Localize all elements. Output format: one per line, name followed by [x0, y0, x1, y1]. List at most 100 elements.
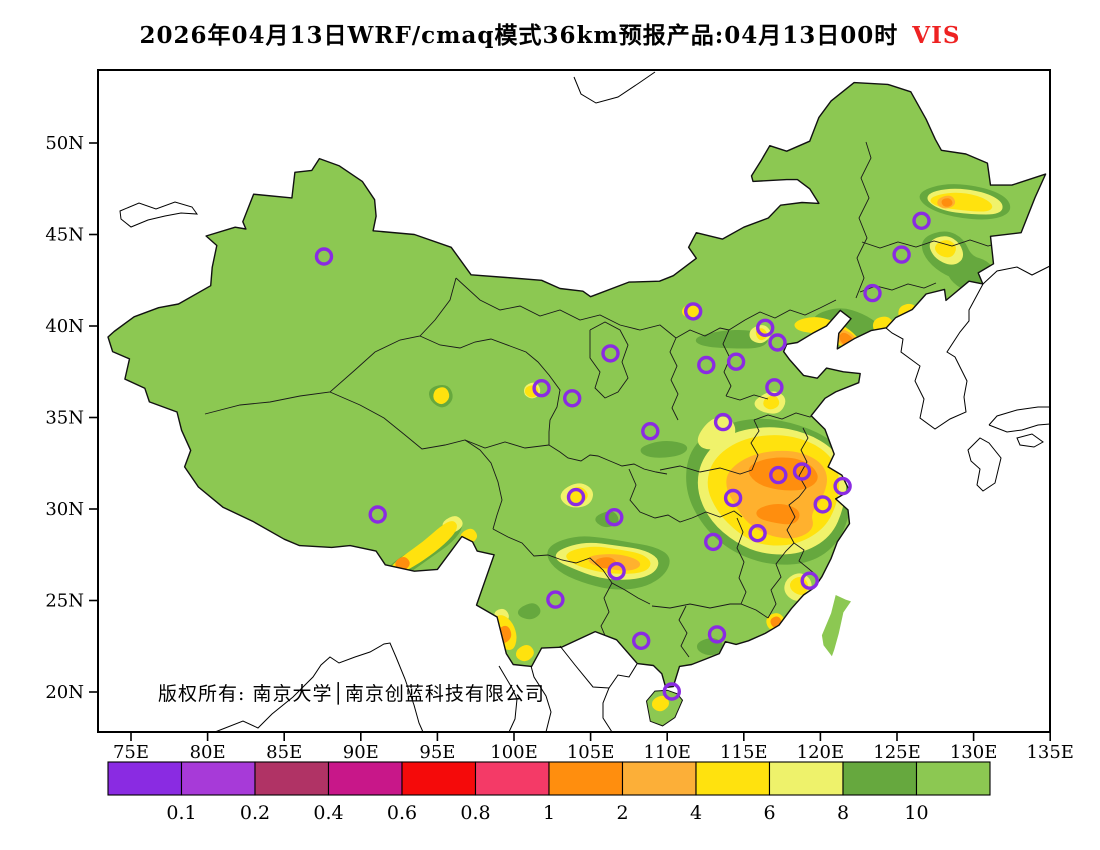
city-marker-yinchuan: [601, 344, 620, 363]
city-marker-urumqi: [314, 247, 334, 266]
colorbar-segment-0: [107, 761, 183, 796]
city-markers: [314, 211, 931, 701]
taiwan-island: [821, 595, 851, 657]
korea-coast-outline: [885, 283, 984, 430]
russia-coast-outline: [982, 265, 1051, 285]
lon-label-95E: 95E: [419, 742, 455, 763]
india-myanmar-coast-outline: [214, 642, 424, 733]
lat-label-50N: 50N: [45, 133, 84, 154]
city-marker-chongqing: [605, 508, 624, 527]
colorbar-label-1: 1: [543, 802, 555, 824]
contour-v4_6: [433, 387, 450, 405]
city-marker-chengdu: [566, 487, 586, 507]
colorbar-segment-10: [842, 761, 918, 796]
lon-label-120E: 120E: [797, 742, 845, 763]
city-marker-beijing: [756, 318, 775, 337]
lon-label-75E: 75E: [113, 742, 149, 763]
colorbar-label-0.4: 0.4: [313, 802, 343, 824]
japan-honshu-south-outline: [988, 423, 1051, 433]
colorbar-label-2: 2: [616, 802, 628, 824]
neighbor-coastlines: [119, 71, 1051, 733]
city-marker-guangzhou: [707, 625, 727, 644]
city-marker-xian: [641, 422, 660, 441]
city-marker-hefei: [769, 465, 788, 485]
colorbar-label-0.8: 0.8: [460, 802, 490, 824]
japan-kyushu-outline: [967, 437, 1002, 492]
copyright-text: 版权所有: 南京大学│南京创蓝科技有限公司: [158, 683, 545, 705]
contour-v1_2: [395, 557, 410, 571]
colorbar-segment-7: [621, 761, 697, 796]
colorbar-segment-3: [327, 761, 403, 796]
city-marker-fuzhou: [800, 571, 819, 590]
colorbar-segment-5: [474, 761, 550, 796]
vietnam-coast-outline: [602, 663, 638, 733]
colorbar-segment-11: [915, 761, 991, 796]
colorbar-segment-4: [401, 761, 477, 796]
city-marker-jinan: [765, 378, 784, 397]
lon-label-130E: 130E: [950, 742, 998, 763]
contour-v1_2: [748, 457, 818, 491]
city-marker-lanzhou: [563, 389, 582, 408]
city-marker-nanchang: [748, 524, 767, 543]
japan-honshu-north-outline: [988, 406, 1050, 426]
city-marker-hohhot: [684, 302, 703, 321]
colorbar-label-0.2: 0.2: [240, 802, 270, 824]
title-text: 2026年04月13日WRF/cmaq模式36km预报产品:04月13日00时: [139, 22, 899, 49]
colorbar-segment-1: [180, 761, 256, 796]
laos-vietnam-border-outline: [559, 645, 610, 689]
city-marker-harbin: [912, 211, 931, 231]
lon-label-90E: 90E: [343, 742, 379, 763]
lat-label-35N: 35N: [45, 408, 84, 429]
colorbar-label-0.6: 0.6: [387, 802, 417, 824]
contour-v6_8: [697, 416, 736, 450]
contour-v4_6: [515, 645, 534, 662]
city-marker-xining: [532, 379, 551, 398]
colorbar-segment-2: [254, 761, 330, 796]
colorbar-label-4: 4: [690, 802, 702, 824]
contour-v4_6: [898, 303, 919, 328]
lon-label-80E: 80E: [190, 742, 226, 763]
city-marker-nanning: [632, 631, 651, 650]
city-marker-haikou: [662, 682, 681, 701]
contour-v8_10: [517, 603, 541, 620]
lon-label-105E: 105E: [567, 742, 615, 763]
china-border: [107, 81, 1047, 689]
lat-label-25N: 25N: [45, 591, 84, 612]
colorbar-segment-9: [768, 761, 844, 796]
lat-label-20N: 20N: [45, 682, 84, 703]
city-marker-nanjing: [792, 462, 812, 481]
colorbar-label-0.1: 0.1: [166, 802, 196, 824]
contour-v4_6: [651, 695, 669, 712]
lon-label-110E: 110E: [643, 742, 691, 763]
lon-label-100E: 100E: [490, 742, 538, 763]
japan-shikoku-outline: [1016, 433, 1044, 448]
city-marker-tianjin: [768, 333, 787, 352]
lon-label-125E: 125E: [873, 742, 921, 763]
colorbar-label-8: 8: [837, 802, 849, 824]
colorbar-label-10: 10: [904, 802, 928, 824]
city-marker-changsha: [704, 532, 723, 552]
contour-v8_10: [640, 441, 688, 458]
colorbar: 0.1 0.2 0.4 0.6 0.8 1 2 4 6 8 10: [107, 761, 991, 824]
colorbar-segment-8: [695, 761, 771, 796]
laos-mekong-border-outline: [530, 665, 552, 733]
lon-label-115E: 115E: [720, 742, 768, 763]
city-marker-kunming: [546, 590, 565, 609]
lake-balkhash-outline: [119, 201, 199, 228]
lat-label-30N: 30N: [45, 499, 84, 520]
city-marker-taiyuan: [697, 355, 716, 375]
city-marker-changchun: [892, 245, 911, 264]
colorbar-label-6: 6: [763, 802, 775, 824]
lake-baikal-outline: [573, 71, 656, 104]
lon-label-85E: 85E: [266, 742, 302, 763]
city-marker-shanghai: [833, 476, 852, 496]
city-marker-hangzhou: [813, 495, 832, 514]
map-axes: 20N 25N 30N 35N 40N 45N 50N 75E 80E 85E 90E 95E 100E…: [45, 69, 1074, 763]
title-variable-label: VIS: [912, 22, 961, 49]
lat-label-45N: 45N: [45, 225, 84, 246]
colorbar-segment-6: [548, 761, 624, 796]
city-marker-shenyang: [863, 283, 882, 303]
contour-v4_6: [763, 395, 780, 410]
